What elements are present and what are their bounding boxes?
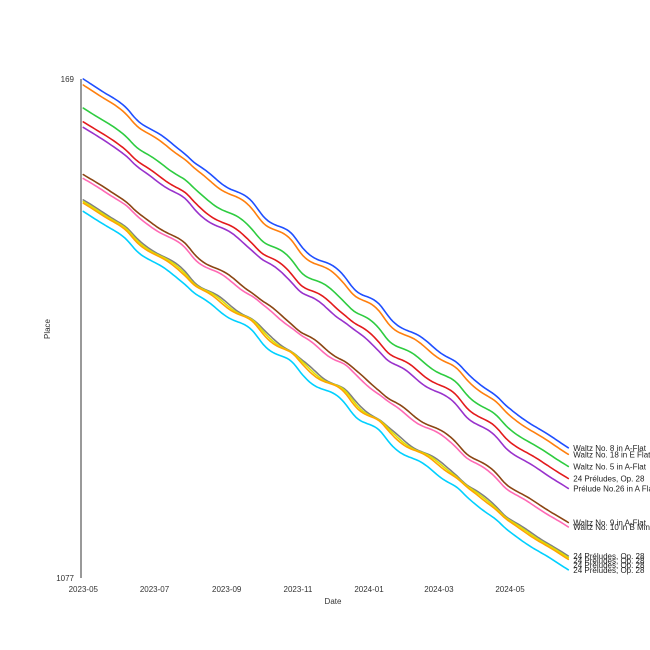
x-tick-label: 2023-05 [69, 585, 99, 594]
x-tick-label: 2024-03 [424, 585, 454, 594]
x-axis-label: Date [325, 597, 342, 606]
series-end-label: Prélude No.26 in A Flat [573, 484, 650, 493]
series-line [82, 107, 570, 468]
series-lines [82, 78, 570, 571]
series-end-label: Waltz No. 5 in A-Flat [573, 462, 646, 471]
series-end-label: Waltz No. 8 in A-Flat [573, 444, 646, 453]
series-line [82, 121, 570, 480]
series-end-label: Waltz No. 9 in A-Flat [573, 519, 646, 528]
series-end-label: 24 Préludes, Op. 28 [573, 552, 645, 561]
series-end-label: 24 Préludes, Op. 28 [573, 566, 645, 575]
series-end-label: Waltz No. 10 in B Minor [573, 523, 650, 532]
series-end-label: Waltz No. 18 in E Flat [573, 450, 650, 459]
y-tick-label-top: 169 [61, 75, 75, 84]
series-line [82, 78, 570, 449]
series-line [82, 84, 570, 456]
series-line [82, 210, 570, 571]
y-tick-label-bottom: 1077 [56, 574, 74, 583]
x-tick-label: 2024-01 [354, 585, 384, 594]
x-tick-label: 2023-09 [212, 585, 242, 594]
series-line [82, 126, 570, 490]
x-tick-label: 2023-11 [284, 585, 313, 594]
series-line [82, 199, 570, 557]
x-tick-label: 2023-07 [140, 585, 170, 594]
x-tick-label: 2024-05 [495, 585, 525, 594]
series-line [82, 202, 570, 561]
series-end-label: 24 Préludes, Op. 28 [573, 557, 645, 566]
y-axis-label: Place [43, 318, 52, 339]
series-end-label: 24 Préludes, Op. 28 [573, 561, 645, 570]
series-line [82, 173, 570, 524]
axes: 169 1077 Place Date [43, 75, 342, 606]
x-tick-labels: 2023-05 2023-07 2023-09 2023-11 2024-01 2024-… [69, 585, 526, 594]
series-line [82, 177, 570, 528]
series-end-label: 24 Préludes, Op. 28 [573, 475, 645, 484]
